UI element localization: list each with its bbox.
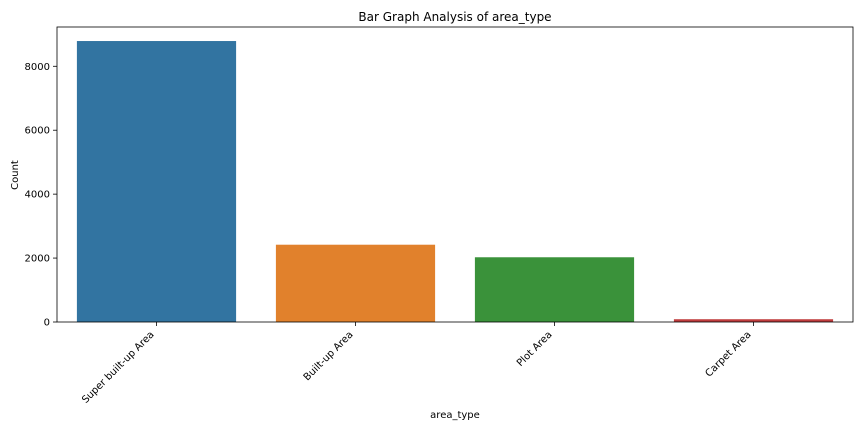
y-tick-label: 2000 — [25, 254, 50, 265]
x-tick-label: Super built-up Area — [80, 329, 156, 405]
plot-area: Super built-up Area Built-up Area Plot Are… — [25, 26, 854, 406]
bar — [673, 319, 834, 322]
x-tick-label: Plot Area — [515, 329, 555, 369]
x-tick-label: Built-up Area — [302, 329, 356, 383]
plot-frame — [56, 26, 854, 323]
x-tick-label: Carpet Area — [704, 329, 754, 379]
bar — [474, 257, 635, 322]
y-tick-label: 4000 — [25, 190, 50, 201]
y-axis-title: Count — [10, 160, 21, 190]
x-axis-title: area_type — [430, 410, 480, 421]
bar — [275, 244, 436, 322]
y-tick-label: 6000 — [25, 126, 50, 137]
y-tick-label: 8000 — [25, 62, 50, 73]
bar — [76, 41, 237, 322]
y-tick-label: 0 — [44, 318, 50, 329]
chart-title: Bar Graph Analysis of area_type — [358, 10, 551, 24]
